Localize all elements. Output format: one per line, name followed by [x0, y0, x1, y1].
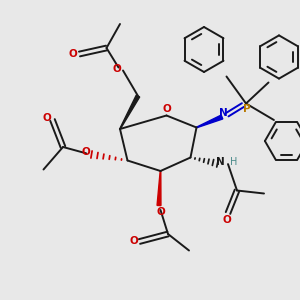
- Text: N: N: [219, 107, 228, 118]
- Text: O: O: [68, 49, 77, 59]
- Text: O: O: [129, 236, 138, 247]
- Text: O: O: [42, 112, 51, 123]
- Text: N: N: [216, 157, 225, 167]
- Text: O: O: [163, 104, 172, 114]
- Text: H: H: [230, 157, 238, 167]
- Polygon shape: [120, 95, 140, 129]
- Text: P: P: [243, 104, 250, 114]
- Text: O: O: [223, 214, 232, 225]
- Text: O: O: [156, 207, 165, 218]
- Polygon shape: [196, 115, 223, 128]
- Text: O: O: [112, 64, 121, 74]
- Polygon shape: [157, 171, 161, 206]
- Text: O: O: [81, 147, 90, 157]
